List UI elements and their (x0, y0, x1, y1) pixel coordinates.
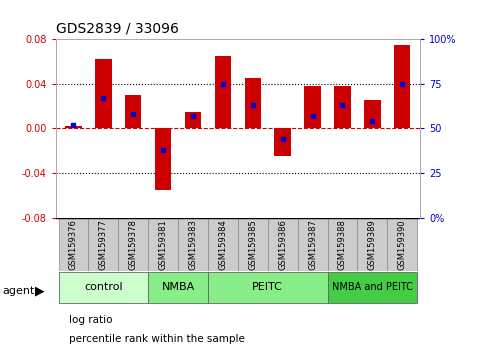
Text: PEITC: PEITC (252, 282, 283, 292)
Text: percentile rank within the sample: percentile rank within the sample (69, 334, 245, 344)
FancyBboxPatch shape (268, 218, 298, 271)
Bar (95, 59, 112, 129)
FancyBboxPatch shape (298, 218, 327, 271)
Bar (185, 112, 201, 129)
FancyBboxPatch shape (58, 218, 88, 271)
FancyBboxPatch shape (387, 218, 417, 271)
Bar (215, 56, 231, 129)
FancyBboxPatch shape (148, 273, 208, 303)
Text: GDS2839 / 33096: GDS2839 / 33096 (56, 21, 178, 35)
Text: ▶: ▶ (35, 285, 45, 297)
Text: GSM159378: GSM159378 (129, 219, 138, 270)
FancyBboxPatch shape (118, 218, 148, 271)
FancyBboxPatch shape (238, 218, 268, 271)
Text: GSM159376: GSM159376 (69, 219, 78, 270)
FancyBboxPatch shape (148, 218, 178, 271)
FancyBboxPatch shape (357, 218, 387, 271)
Bar (155, 129, 171, 190)
Bar (65, 126, 82, 129)
Bar (244, 78, 261, 129)
Text: control: control (84, 282, 123, 292)
FancyBboxPatch shape (178, 218, 208, 271)
Text: agent: agent (2, 286, 35, 296)
Text: GSM159381: GSM159381 (158, 219, 168, 270)
FancyBboxPatch shape (327, 218, 357, 271)
FancyBboxPatch shape (208, 273, 327, 303)
FancyBboxPatch shape (208, 218, 238, 271)
Text: GSM159390: GSM159390 (398, 219, 407, 270)
Text: GSM159384: GSM159384 (218, 219, 227, 270)
Text: GSM159385: GSM159385 (248, 219, 257, 270)
Bar (334, 86, 351, 129)
FancyBboxPatch shape (58, 273, 148, 303)
Bar (304, 86, 321, 129)
Text: log ratio: log ratio (69, 315, 113, 325)
FancyBboxPatch shape (327, 273, 417, 303)
FancyBboxPatch shape (88, 218, 118, 271)
Text: GSM159389: GSM159389 (368, 219, 377, 270)
Text: GSM159377: GSM159377 (99, 219, 108, 270)
Text: GSM159386: GSM159386 (278, 219, 287, 270)
Text: GSM159388: GSM159388 (338, 219, 347, 270)
Text: GSM159383: GSM159383 (188, 219, 198, 270)
Bar (394, 45, 411, 129)
Bar (364, 101, 381, 129)
Text: NMBA and PEITC: NMBA and PEITC (332, 282, 413, 292)
Text: GSM159387: GSM159387 (308, 219, 317, 270)
Bar (125, 95, 142, 129)
Text: NMBA: NMBA (161, 282, 195, 292)
Bar (274, 129, 291, 156)
